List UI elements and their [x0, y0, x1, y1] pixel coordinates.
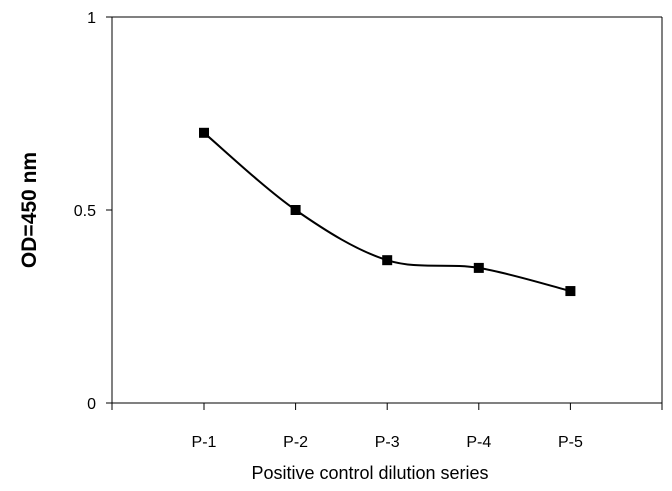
plot-area [111, 16, 663, 404]
data-point-marker [473, 262, 484, 273]
series-line [203, 132, 571, 293]
data-point-marker [382, 255, 393, 266]
y-ticks: 00.51 [74, 10, 112, 413]
x-ticks: P-1 P-2 P-3 P-4 P-5 [111, 403, 663, 451]
y-axis-label: OD=450 nm [18, 152, 41, 268]
data-point-marker [565, 286, 576, 297]
x-tick-label: P-1 [192, 434, 217, 451]
y-tick-label: 1 [87, 10, 96, 27]
x-tick-label: P-3 [375, 434, 400, 451]
x-axis-label: Positive control dilution series [251, 463, 488, 483]
x-tick-label: P-2 [283, 434, 308, 451]
data-point-marker [290, 205, 301, 215]
x-tick-label: P-5 [558, 434, 583, 451]
y-tick-label: 0 [87, 396, 96, 413]
y-tick-label: 0.5 [74, 203, 96, 220]
data-point-marker [199, 127, 209, 138]
x-tick-label: P-4 [466, 434, 491, 451]
series-markers [199, 127, 576, 297]
